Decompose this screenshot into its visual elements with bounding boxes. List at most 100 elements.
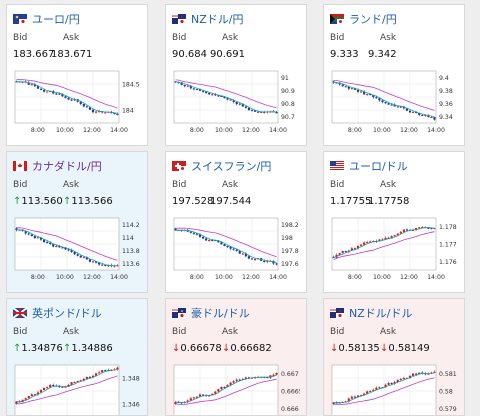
candle <box>335 402 338 404</box>
candle <box>101 370 104 373</box>
ask-value-number: 183.671 <box>51 49 93 60</box>
candle <box>46 387 49 389</box>
chart-container[interactable]: 1.178 1.177 1.176 8:00 10:00 12:00 14:00 <box>330 216 458 282</box>
y-tick-label: 113.6 <box>122 261 140 268</box>
pair-title[interactable]: 豪ドル/ドル <box>191 307 250 320</box>
candle <box>113 113 116 115</box>
y-tick-label: 0.58 <box>439 389 453 396</box>
y-tick-label: 90.9 <box>281 88 295 95</box>
candle <box>64 247 67 250</box>
pair-title[interactable]: NZドル/ドル <box>349 307 413 320</box>
candle <box>39 88 43 91</box>
candle <box>192 397 195 399</box>
pair-title[interactable]: カナダドル/円 <box>32 160 102 173</box>
candle <box>408 110 412 113</box>
x-tick-label: 8:00 <box>190 274 204 281</box>
fx-card[interactable]: NZドル/ドル Bid Ask ↓0.58135 ↓0.58149 0.581 0.58 0.… <box>323 298 465 416</box>
pair-title[interactable]: NZドル/円 <box>191 13 244 26</box>
pair-title[interactable]: ランド/円 <box>349 13 397 26</box>
card-header[interactable]: ランド/円 <box>330 11 397 27</box>
pair-title[interactable]: スイスフラン/円 <box>191 160 272 173</box>
candle <box>384 102 387 104</box>
card-header[interactable]: NZドル/ドル <box>330 305 412 321</box>
candle <box>347 398 350 402</box>
candle <box>399 231 402 234</box>
ma-slow-line <box>16 79 118 109</box>
x-tick-label: 14:00 <box>110 127 128 134</box>
x-tick-label: 8:00 <box>31 274 45 281</box>
ask-value-number: 197.544 <box>210 196 252 207</box>
fx-card[interactable]: スイスフラン/円 Bid Ask 197.528 197.544 198.2 198 197.… <box>165 151 307 293</box>
candle <box>104 265 107 267</box>
candle <box>27 233 30 235</box>
candle <box>353 396 357 398</box>
chart-container[interactable]: 198.2 198 197.8 197.6 8:00 10:00 12:00 14:00 <box>172 216 300 282</box>
y-tick-label: 114 <box>122 235 134 242</box>
candle <box>433 371 436 373</box>
candle <box>27 82 30 85</box>
candle <box>266 377 269 379</box>
fx-card[interactable]: ランド/円 Bid Ask 9.333 9.342 9.4 9.38 9.36 9.34 8:00… <box>323 4 465 146</box>
candle <box>88 259 92 262</box>
candle <box>211 94 214 96</box>
card-header[interactable]: 豪ドル/ドル <box>172 305 250 321</box>
ask-value-number: 1.34886 <box>71 343 113 354</box>
candle <box>73 99 76 101</box>
fx-card[interactable]: ユーロ/円 Bid Ask 183.667 183.671 184.5 184 8:00 10:… <box>6 4 148 146</box>
candle <box>390 104 393 106</box>
candle <box>424 114 427 116</box>
candle <box>405 108 409 111</box>
card-header[interactable]: カナダドル/円 <box>13 158 102 174</box>
candle <box>384 384 387 388</box>
bid-value-number: 197.528 <box>172 196 214 207</box>
candle <box>27 395 30 399</box>
y-tick-label: 1.346 <box>122 402 140 409</box>
y-tick-label: 1.348 <box>122 376 140 383</box>
card-header[interactable]: 英ポンド/ドル <box>13 305 102 321</box>
candle <box>67 249 70 251</box>
ask-value: ↓0.66682 <box>222 343 272 354</box>
pair-title[interactable]: 英ポンド/ドル <box>32 307 102 320</box>
card-header[interactable]: スイスフラン/円 <box>172 158 271 174</box>
card-header[interactable]: NZドル/円 <box>172 11 243 27</box>
up-arrow-icon: ↑ <box>13 343 22 354</box>
y-tick-label: 0.579 <box>439 406 457 413</box>
chart-container[interactable]: 9.4 9.38 9.36 9.34 8:00 10:00 12:00 14:00 <box>330 69 458 135</box>
pair-title[interactable]: ユーロ/ドル <box>349 160 408 173</box>
card-header[interactable]: ユーロ/ドル <box>330 158 408 174</box>
candle <box>366 242 369 244</box>
candle <box>82 103 85 107</box>
card-header[interactable]: ユーロ/円 <box>13 11 80 27</box>
candle <box>64 386 67 388</box>
candle <box>46 242 49 244</box>
ask-value: ↑113.566 <box>63 196 113 207</box>
chart-container[interactable]: 114.2 114 113.8 113.6 8:00 10:00 12:00 14:00 <box>13 216 141 282</box>
candle <box>52 244 55 247</box>
y-tick-label: 113.8 <box>122 248 140 255</box>
fx-card[interactable]: NZドル/円 Bid Ask 90.684 90.691 91 90.9 90.8 90.7 8:… <box>165 4 307 146</box>
candle <box>94 373 98 376</box>
bid-label: Bid <box>330 327 345 337</box>
candle <box>359 395 363 397</box>
candle <box>229 99 232 101</box>
fx-card[interactable]: 英ポンド/ドルBidAsk↑1.34876↑1.348861.3481.3468… <box>6 298 148 416</box>
fx-card[interactable]: 豪ドル/ドルBidAsk↓0.66678↓0.666820.6670.66650… <box>165 298 307 416</box>
chart-container[interactable]: 184.5 184 8:00 10:00 12:00 14:00 <box>13 69 141 135</box>
pair-title[interactable]: ユーロ/円 <box>32 13 80 26</box>
fx-card[interactable]: ユーロ/ドル Bid Ask 1.17755 1.17758 1.178 1.177 1.17… <box>323 151 465 293</box>
chart-container[interactable]: 91 90.9 90.8 90.7 8:00 10:00 12:00 14:00 <box>172 69 300 135</box>
flag-icon <box>330 308 344 318</box>
candle <box>107 265 110 267</box>
candle <box>49 242 52 245</box>
fx-card[interactable]: カナダドル/円 Bid Ask ↑113.560 ↑113.566 114.2 114 113… <box>6 151 148 293</box>
candle <box>98 372 101 374</box>
ma-slow-line <box>175 227 277 258</box>
candle <box>220 242 223 245</box>
candle <box>341 84 344 87</box>
candle <box>338 253 341 255</box>
candle <box>195 89 199 91</box>
